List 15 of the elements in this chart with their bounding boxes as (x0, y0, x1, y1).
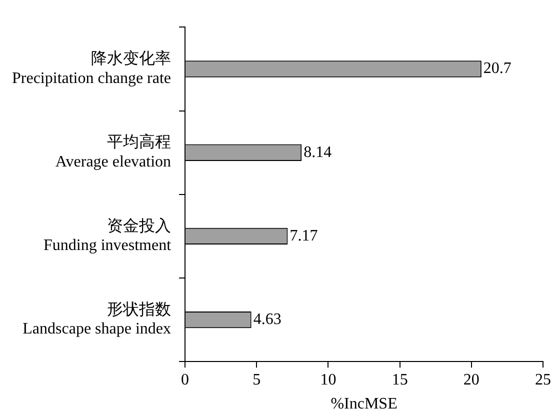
data-label: 7.17 (290, 227, 318, 244)
x-tick-label: 0 (181, 371, 190, 388)
data-label: 8.14 (304, 144, 332, 161)
x-tick-label: 5 (252, 371, 261, 388)
data-label: 20.7 (483, 60, 512, 78)
x-tick-label: 20 (463, 371, 480, 388)
y-tick-label: 降水变化率 Precipitation change rate (12, 50, 172, 87)
y-tick-label: 资金投入 Funding investment (43, 216, 172, 254)
y-tick-label: 形状指数 Landscape shape index (22, 300, 172, 338)
x-tick-label: 25 (535, 371, 551, 388)
data-label: 4.63 (253, 311, 282, 328)
x-axis-title: %IncMSE (330, 396, 398, 413)
x-tick-label: 10 (320, 371, 336, 388)
y-tick-label: 平均高程 Average elevation (55, 133, 172, 170)
x-tick-label: 15 (392, 371, 408, 388)
